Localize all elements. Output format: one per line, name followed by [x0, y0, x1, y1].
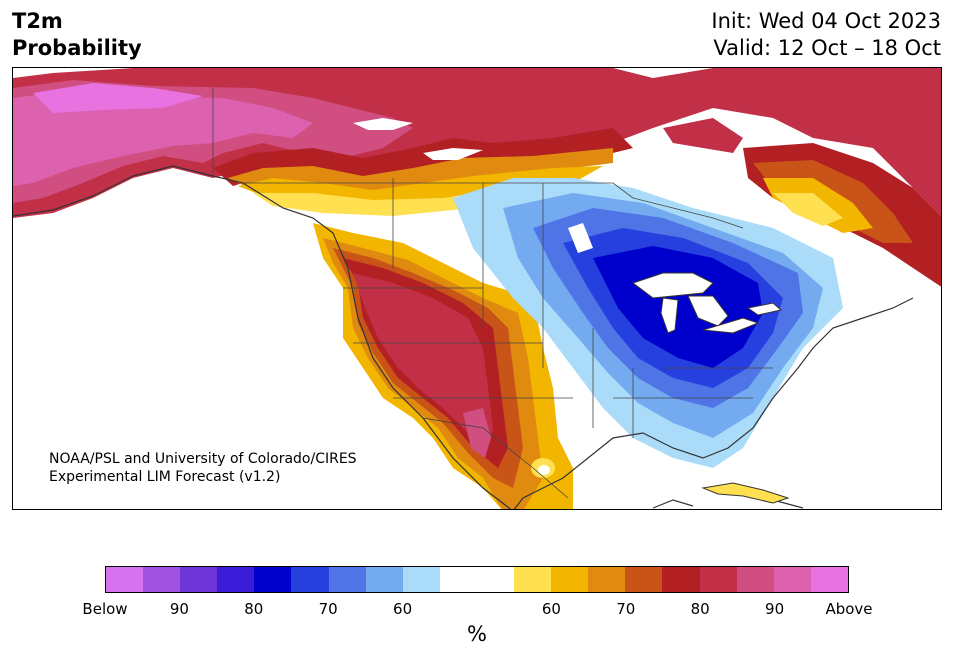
colorbar-tick-label: Above: [825, 600, 873, 618]
colorbar-segment: [328, 567, 366, 592]
lake-michigan: [660, 297, 679, 334]
colorbar-tick-label: 60: [541, 600, 561, 618]
colorbar-segment: [810, 567, 848, 592]
valid-range: Valid: 12 Oct – 18 Oct: [713, 36, 941, 60]
western-us-warm-region: [313, 223, 573, 509]
colorbar-segment: [551, 567, 589, 592]
colorbar-segment: [143, 567, 181, 592]
colorbar-segment: [476, 567, 515, 592]
date-block: Init: Wed 04 Oct 2023 Valid: 12 Oct – 18…: [711, 8, 941, 62]
colorbar-segment: [402, 567, 440, 592]
cuba: [701, 482, 790, 504]
colorbar-segment: [365, 567, 403, 592]
colorbar-tick-label: Below: [82, 600, 128, 618]
lake-huron: [687, 295, 729, 327]
colorbar-segment: [291, 567, 329, 592]
title-metric: Probability: [12, 36, 142, 60]
colorbar: [105, 566, 849, 593]
colorbar-segment: [736, 567, 774, 592]
colorbar-segment: [254, 567, 292, 592]
atlantic-canada-warm-region: [663, 118, 941, 287]
title-block: T2m Probability: [12, 8, 142, 62]
colorbar-tick-label: 70: [318, 600, 338, 618]
init-date: Init: Wed 04 Oct 2023: [711, 9, 941, 33]
lake-superior: [631, 272, 714, 299]
colorbar-segment: [588, 567, 626, 592]
colorbar-segment: [180, 567, 218, 592]
colorbar-segment: [106, 567, 144, 592]
credit-text: NOAA/PSL and University of Colorado/CIRE…: [49, 450, 357, 486]
colorbar-segment: [773, 567, 811, 592]
eastern-cold-region: [453, 178, 843, 468]
colorbar-segment: [514, 567, 552, 592]
colorbar-tick-label: 60: [393, 600, 413, 618]
colorbar-segment: [662, 567, 700, 592]
colorbar-segment: [439, 567, 477, 592]
political-borders: [212, 88, 773, 499]
probability-map: [12, 67, 942, 510]
map-canvas: [13, 68, 941, 509]
colorbar-tick-label: 90: [169, 600, 189, 618]
colorbar-segment: [217, 567, 255, 592]
colorbar-tick-label: 80: [244, 600, 264, 618]
colorbar-tick-label: 90: [765, 600, 785, 618]
colorbar-segment: [625, 567, 663, 592]
colorbar-unit: %: [467, 622, 487, 646]
credit-line-2: Experimental LIM Forecast (v1.2): [49, 469, 281, 485]
lake-winnipeg: [568, 223, 593, 253]
title-variable: T2m: [12, 9, 63, 33]
colorbar-tick-label: 70: [616, 600, 636, 618]
colorbar-tick-label: 80: [690, 600, 710, 618]
credit-line-1: NOAA/PSL and University of Colorado/CIRE…: [49, 451, 357, 467]
lake-ontario: [746, 302, 783, 316]
colorbar-segment: [699, 567, 737, 592]
lake-erie: [702, 317, 760, 334]
